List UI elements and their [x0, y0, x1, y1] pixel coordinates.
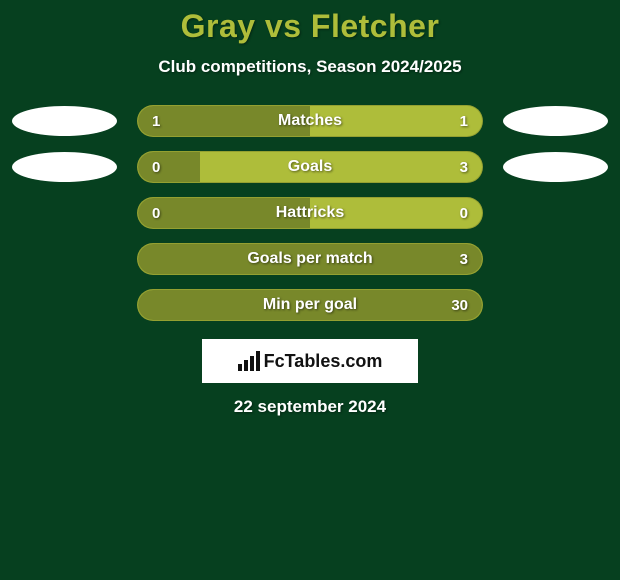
- footer-logo: FcTables.com: [202, 339, 418, 383]
- subtitle: Club competitions, Season 2024/2025: [0, 57, 620, 77]
- team-shape-left: [12, 152, 117, 182]
- stat-bar: 1Matches1: [137, 105, 483, 137]
- logo-text: FcTables.com: [264, 351, 383, 372]
- stat-bar: 0Goals3: [137, 151, 483, 183]
- date-text: 22 september 2024: [0, 397, 620, 417]
- stat-row: 0Goals3: [0, 151, 620, 183]
- team-shape-right: [503, 152, 608, 182]
- stat-value-right: 0: [460, 198, 468, 228]
- stat-row: Goals per match3: [0, 243, 620, 275]
- infographic-container: Gray vs Fletcher Club competitions, Seas…: [0, 0, 620, 580]
- stat-label: Min per goal: [138, 290, 482, 320]
- stat-value-right: 3: [460, 244, 468, 274]
- team-shape-right: [503, 106, 608, 136]
- stat-bar: Goals per match3: [137, 243, 483, 275]
- stat-row: 0Hattricks0: [0, 197, 620, 229]
- stat-label: Matches: [138, 106, 482, 136]
- team-shape-left: [12, 106, 117, 136]
- stat-bar: Min per goal30: [137, 289, 483, 321]
- stat-label: Goals: [138, 152, 482, 182]
- stat-bar: 0Hattricks0: [137, 197, 483, 229]
- stat-row: 1Matches1: [0, 105, 620, 137]
- stat-value-right: 1: [460, 106, 468, 136]
- stat-rows: 1Matches10Goals30Hattricks0Goals per mat…: [0, 105, 620, 321]
- stat-label: Goals per match: [138, 244, 482, 274]
- page-title: Gray vs Fletcher: [0, 8, 620, 45]
- stat-row: Min per goal30: [0, 289, 620, 321]
- stat-value-right: 3: [460, 152, 468, 182]
- logo-bars-icon: [238, 351, 260, 371]
- stat-value-right: 30: [451, 290, 468, 320]
- stat-label: Hattricks: [138, 198, 482, 228]
